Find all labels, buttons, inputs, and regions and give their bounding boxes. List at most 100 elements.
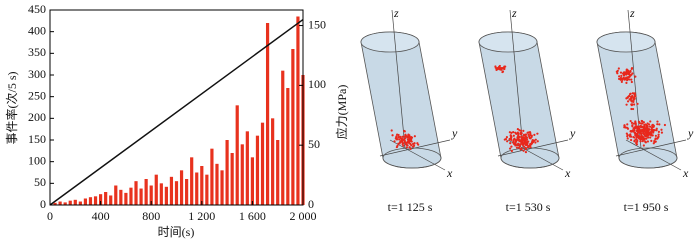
event-dot	[633, 136, 636, 139]
event-dot	[658, 123, 661, 126]
event-dot	[632, 103, 636, 106]
event-dot	[626, 100, 630, 103]
x-tick-label: 1 200	[188, 209, 215, 223]
event-dot	[408, 146, 411, 149]
x-tick-label: 0	[47, 209, 53, 223]
cylinder-top	[596, 31, 656, 53]
event-dot	[403, 129, 406, 133]
event-dot	[496, 67, 499, 70]
event-dot	[628, 92, 632, 96]
x-tick-label: 800	[142, 209, 160, 223]
bar	[245, 131, 249, 205]
event-dot	[639, 125, 642, 128]
event-dot	[409, 140, 412, 143]
event-dot	[512, 134, 515, 137]
event-dot	[530, 135, 533, 138]
event-dot	[406, 138, 410, 141]
event-dot	[521, 143, 524, 146]
event-dot	[413, 142, 416, 145]
event-dot	[529, 146, 532, 149]
event-dot	[631, 107, 635, 111]
event-dot	[644, 140, 647, 143]
event-dot	[509, 142, 512, 145]
event-dot	[641, 125, 644, 128]
bar	[281, 70, 285, 206]
event-dot	[412, 144, 416, 147]
bar	[205, 174, 209, 205]
event-dot	[518, 138, 521, 141]
panel-caption: t=1 950 s	[624, 200, 669, 214]
event-dot	[650, 126, 654, 130]
event-dot	[637, 135, 640, 138]
event-dot	[501, 70, 504, 74]
z-label: z	[511, 6, 517, 20]
event-dot	[646, 140, 649, 143]
event-dot	[633, 93, 636, 96]
y-tick-label: 150	[28, 132, 46, 146]
event-dot	[625, 103, 628, 106]
y-tick-label: 400	[28, 23, 46, 37]
bar	[119, 189, 123, 205]
event-dot	[633, 127, 636, 130]
bar	[185, 179, 189, 205]
event-dot	[506, 140, 509, 143]
event-dot	[619, 71, 623, 74]
event-dot	[514, 131, 517, 134]
panel-caption: t=1 530 s	[506, 200, 551, 214]
event-dot	[631, 94, 634, 98]
bar	[255, 135, 260, 205]
event-dot	[644, 123, 647, 126]
event-dot	[391, 134, 394, 137]
bar	[250, 157, 254, 205]
event-dot	[630, 80, 633, 84]
event-dot	[536, 140, 539, 143]
event-dot	[654, 134, 657, 137]
event-dot	[657, 130, 660, 133]
event-dot	[522, 139, 526, 142]
event-dot	[642, 144, 645, 147]
event-dot	[616, 72, 619, 75]
event-dot	[633, 131, 637, 134]
event-dot	[660, 128, 663, 131]
bar	[210, 148, 214, 205]
event-dot	[517, 146, 521, 149]
event-dot	[645, 125, 648, 128]
event-dot	[657, 133, 660, 136]
event-dot	[631, 92, 635, 95]
event-dot	[636, 131, 639, 134]
event-dot	[526, 146, 530, 149]
event-dot	[401, 135, 404, 138]
event-dot	[654, 138, 657, 141]
event-dot	[393, 140, 396, 143]
y-tick-label: 350	[28, 45, 46, 59]
event-dot	[532, 139, 536, 142]
event-dot	[629, 70, 632, 73]
event-dot	[398, 138, 401, 141]
bar	[154, 174, 158, 205]
event-dot	[509, 134, 512, 137]
event-dot	[625, 76, 628, 79]
cylinder-top	[478, 31, 538, 53]
event-dot	[409, 142, 412, 146]
event-dot	[630, 121, 634, 124]
event-dot	[520, 135, 523, 138]
event-dot	[524, 146, 527, 149]
event-dot	[649, 120, 652, 123]
bar	[129, 187, 133, 205]
event-dot	[640, 119, 643, 123]
event-dot	[630, 130, 633, 133]
event-dot	[524, 135, 527, 138]
event-dot	[521, 142, 524, 145]
event-dot	[633, 139, 636, 142]
event-dot	[638, 130, 642, 134]
event-dot	[626, 70, 629, 74]
x-tick-label: 2 000	[290, 209, 317, 223]
event-dot	[634, 122, 637, 126]
event-dot	[405, 141, 408, 144]
event-dot	[618, 75, 621, 78]
event-dot	[396, 138, 399, 141]
bar	[78, 201, 82, 205]
bar	[179, 170, 184, 205]
z-axis	[509, 9, 524, 149]
event-dot	[520, 147, 523, 150]
